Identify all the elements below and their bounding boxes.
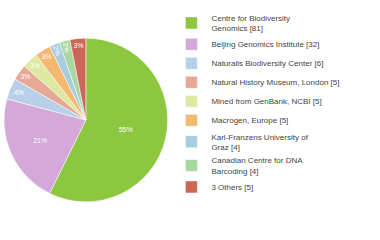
svg-text:2%: 2% [62,42,71,54]
svg-text:Karl-Franzens University ofGra: Karl-Franzens University ofGraz [4] [211,133,308,152]
svg-text:Beijing Genomics Institute [32: Beijing Genomics Institute [32] [211,40,319,49]
svg-text:Macrogen, Europe [5]: Macrogen, Europe [5] [211,116,288,125]
svg-text:Canadian Centre for DNABarcodi: Canadian Centre for DNABarcoding [4] [211,156,303,175]
svg-text:3%: 3% [41,53,51,60]
svg-text:Centre for BiodiversityGenomic: Centre for BiodiversityGenomics [81] [211,14,290,33]
svg-text:Natural History Museum, London: Natural History Museum, London [5] [211,78,339,87]
svg-text:4%: 4% [14,89,24,96]
svg-text:Mined from GenBank, NCBI [5]: Mined from GenBank, NCBI [5] [211,97,321,106]
svg-text:21%: 21% [33,137,47,144]
svg-text:3%: 3% [73,42,83,49]
svg-text:3%: 3% [30,62,40,69]
svg-text:3%: 3% [20,73,30,80]
svg-text:55%: 55% [119,126,133,133]
svg-text:2%: 2% [51,44,63,57]
svg-text:3 Others [5]: 3 Others [5] [211,183,253,192]
svg-text:Naturalis Biodiversity Center: Naturalis Biodiversity Center [6] [211,59,323,68]
